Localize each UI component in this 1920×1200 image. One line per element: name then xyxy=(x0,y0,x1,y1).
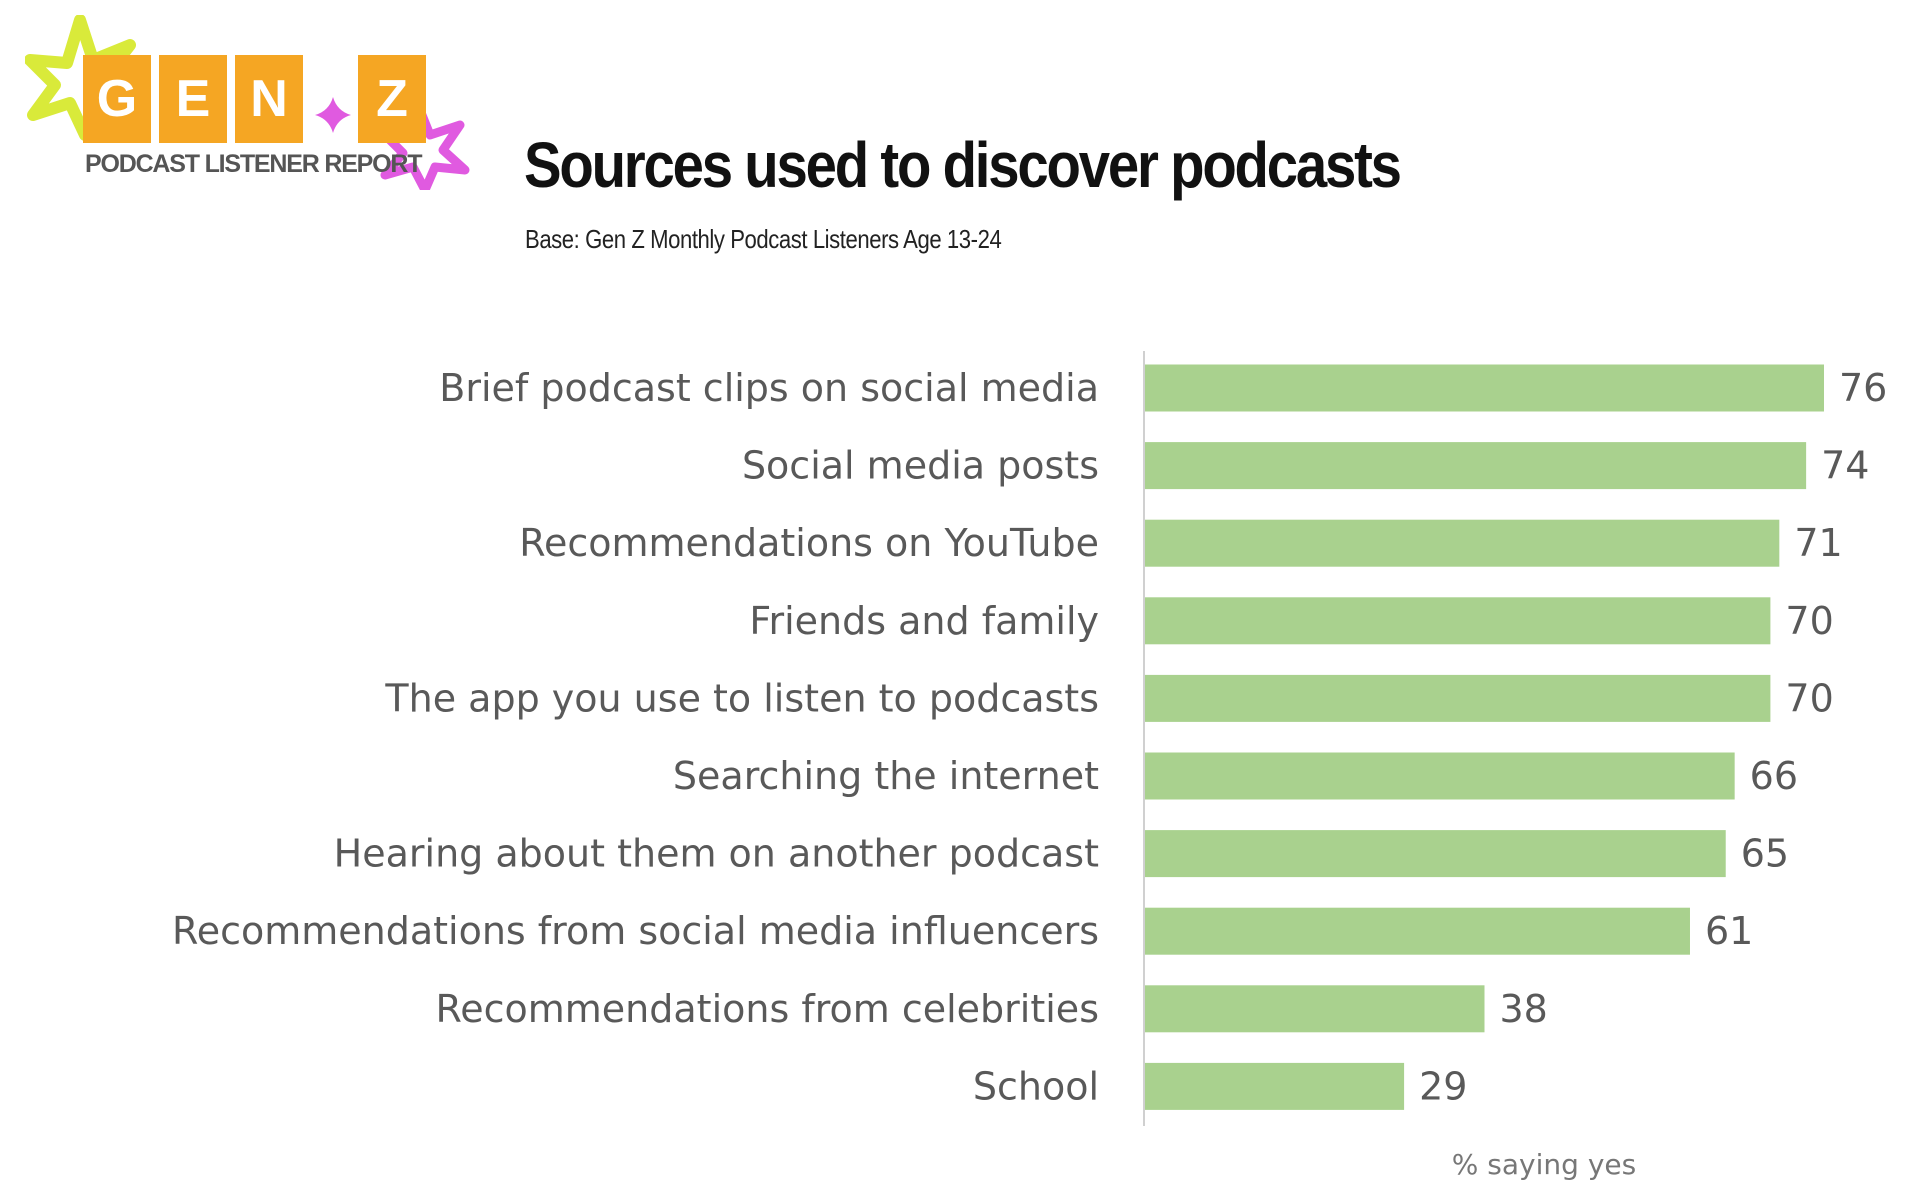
bar xyxy=(1145,985,1485,1033)
gen-z-logo: G E N Z PODCAST LISTENER REPORT xyxy=(25,15,485,190)
bar xyxy=(1145,674,1771,722)
logo-letter-z: Z xyxy=(358,55,426,143)
bar xyxy=(1145,1062,1405,1110)
chart-title: Sources used to discover podcasts xyxy=(524,129,1402,201)
bar xyxy=(1145,519,1780,567)
category-label: School xyxy=(973,1064,1099,1108)
bar xyxy=(1145,442,1807,490)
data-label: 76 xyxy=(1839,366,1887,410)
bar xyxy=(1145,364,1824,412)
category-label: Friends and family xyxy=(749,599,1099,643)
bar xyxy=(1145,907,1690,955)
data-label: 38 xyxy=(1500,987,1548,1031)
data-label: 70 xyxy=(1785,599,1833,643)
bar xyxy=(1145,752,1735,800)
logo-letter-g: G xyxy=(83,55,151,143)
category-label: The app you use to listen to podcasts xyxy=(384,676,1099,720)
data-label: 66 xyxy=(1750,754,1798,798)
category-label: Recommendations from social media influe… xyxy=(172,909,1099,953)
logo-letter-n: N xyxy=(235,55,303,143)
category-label: Social media posts xyxy=(742,444,1099,488)
chart-subtitle: Base: Gen Z Monthly Podcast Listeners Ag… xyxy=(525,224,1002,254)
bar xyxy=(1145,830,1726,878)
data-label: 70 xyxy=(1785,676,1833,720)
data-label: 71 xyxy=(1794,521,1842,565)
category-label: Recommendations on YouTube xyxy=(519,521,1099,565)
category-label: Brief podcast clips on social media xyxy=(439,366,1099,410)
data-label: 74 xyxy=(1821,444,1869,488)
x-axis-label: % saying yes xyxy=(1451,1148,1637,1181)
data-label: 61 xyxy=(1705,909,1753,953)
bar xyxy=(1145,597,1771,645)
sparkle-icon xyxy=(315,97,351,133)
category-label: Hearing about them on another podcast xyxy=(334,832,1099,876)
data-label: 29 xyxy=(1419,1064,1467,1108)
data-label: 65 xyxy=(1741,832,1789,876)
category-label: Recommendations from celebrities xyxy=(436,987,1099,1031)
category-label: Searching the internet xyxy=(673,754,1099,798)
logo-letter-e: E xyxy=(159,55,227,143)
logo-subtitle: PODCAST LISTENER REPORT xyxy=(85,150,423,178)
